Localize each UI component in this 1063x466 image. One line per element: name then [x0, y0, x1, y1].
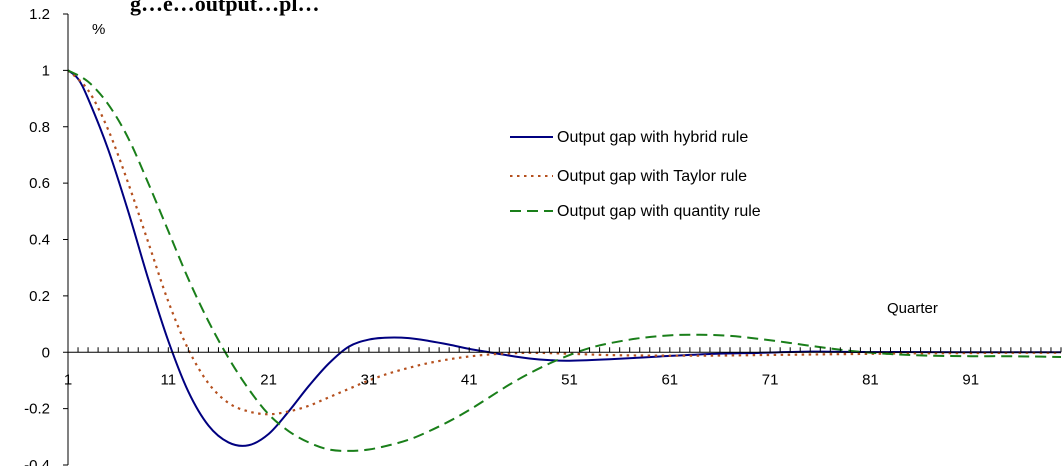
series-line-2: [67, 69, 1062, 416]
x-tick-label: 51: [561, 371, 578, 388]
x-axis-label: Quarter: [887, 300, 938, 317]
y-axis-unit-label: %: [92, 21, 105, 38]
axes-layer: -0.4-0.200.20.40.60.811.21 11 21 31 41 51 61 71…: [24, 6, 1062, 466]
series-layer: [67, 69, 1062, 452]
y-tick-label: 0.8: [29, 119, 50, 136]
series-line-3: [67, 69, 1062, 452]
x-tick-label: 1: [64, 371, 72, 388]
x-tick-label: 81: [862, 371, 879, 388]
y-tick-label: 0.4: [29, 232, 50, 249]
y-tick-label: 0.6: [29, 175, 50, 192]
y-tick-label: 1: [42, 62, 50, 79]
x-tick-label: 91: [962, 371, 979, 388]
chart-title: g…e…output…pl…: [130, 0, 319, 16]
x-tick-label: 41: [461, 371, 478, 388]
y-tick-label: -0.4: [24, 457, 50, 466]
legend: Output gap with hybrid rule Output gap wi…: [510, 129, 761, 220]
x-tick-label: 31: [361, 371, 378, 388]
legend-label-2: Output gap with Taylor rule: [557, 168, 747, 185]
legend-label-3: Output gap with quantity rule: [557, 203, 761, 220]
y-tick-label: 1.2: [29, 6, 50, 23]
y-tick-label: 0: [42, 344, 50, 361]
legend-label-1: Output gap with hybrid rule: [557, 129, 748, 146]
x-tick-label: 71: [762, 371, 779, 388]
x-tick-label: 61: [661, 371, 678, 388]
y-tick-label: 0.2: [29, 288, 50, 305]
y-tick-label: -0.2: [24, 401, 50, 418]
series-line-1: [67, 69, 1062, 447]
x-tick-label: 21: [260, 371, 277, 388]
x-tick-label: 11: [161, 371, 177, 388]
